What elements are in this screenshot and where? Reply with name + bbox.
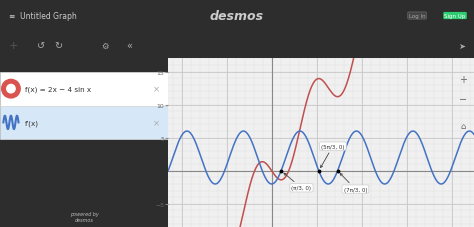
Text: (5π/3, 0): (5π/3, 0)	[320, 144, 345, 168]
Text: ⌂: ⌂	[461, 122, 466, 131]
Text: ×: ×	[153, 85, 160, 94]
Text: −: −	[459, 94, 467, 104]
Text: ×: ×	[153, 118, 160, 127]
Text: ⚙: ⚙	[101, 42, 109, 50]
Circle shape	[2, 80, 20, 99]
Text: ↺: ↺	[37, 41, 45, 51]
Text: (7π/3, 0): (7π/3, 0)	[340, 174, 367, 192]
Text: ↻: ↻	[54, 41, 62, 51]
Text: (π/3, 0): (π/3, 0)	[284, 173, 311, 190]
Text: powered by
desmos: powered by desmos	[70, 212, 99, 222]
Text: Sign Up: Sign Up	[445, 14, 465, 19]
FancyBboxPatch shape	[0, 72, 168, 106]
Text: desmos: desmos	[210, 10, 264, 23]
Text: ≡  Untitled Graph: ≡ Untitled Graph	[9, 12, 77, 21]
Text: «: «	[126, 41, 132, 51]
Text: f(x) = 2x − 4 sin x: f(x) = 2x − 4 sin x	[25, 86, 91, 92]
FancyBboxPatch shape	[0, 106, 168, 140]
Text: +: +	[9, 41, 18, 51]
Circle shape	[7, 85, 15, 94]
Text: f′(x): f′(x)	[25, 120, 39, 126]
Text: ➤: ➤	[458, 42, 465, 50]
Text: Log In: Log In	[409, 14, 426, 19]
Text: +: +	[459, 74, 467, 84]
